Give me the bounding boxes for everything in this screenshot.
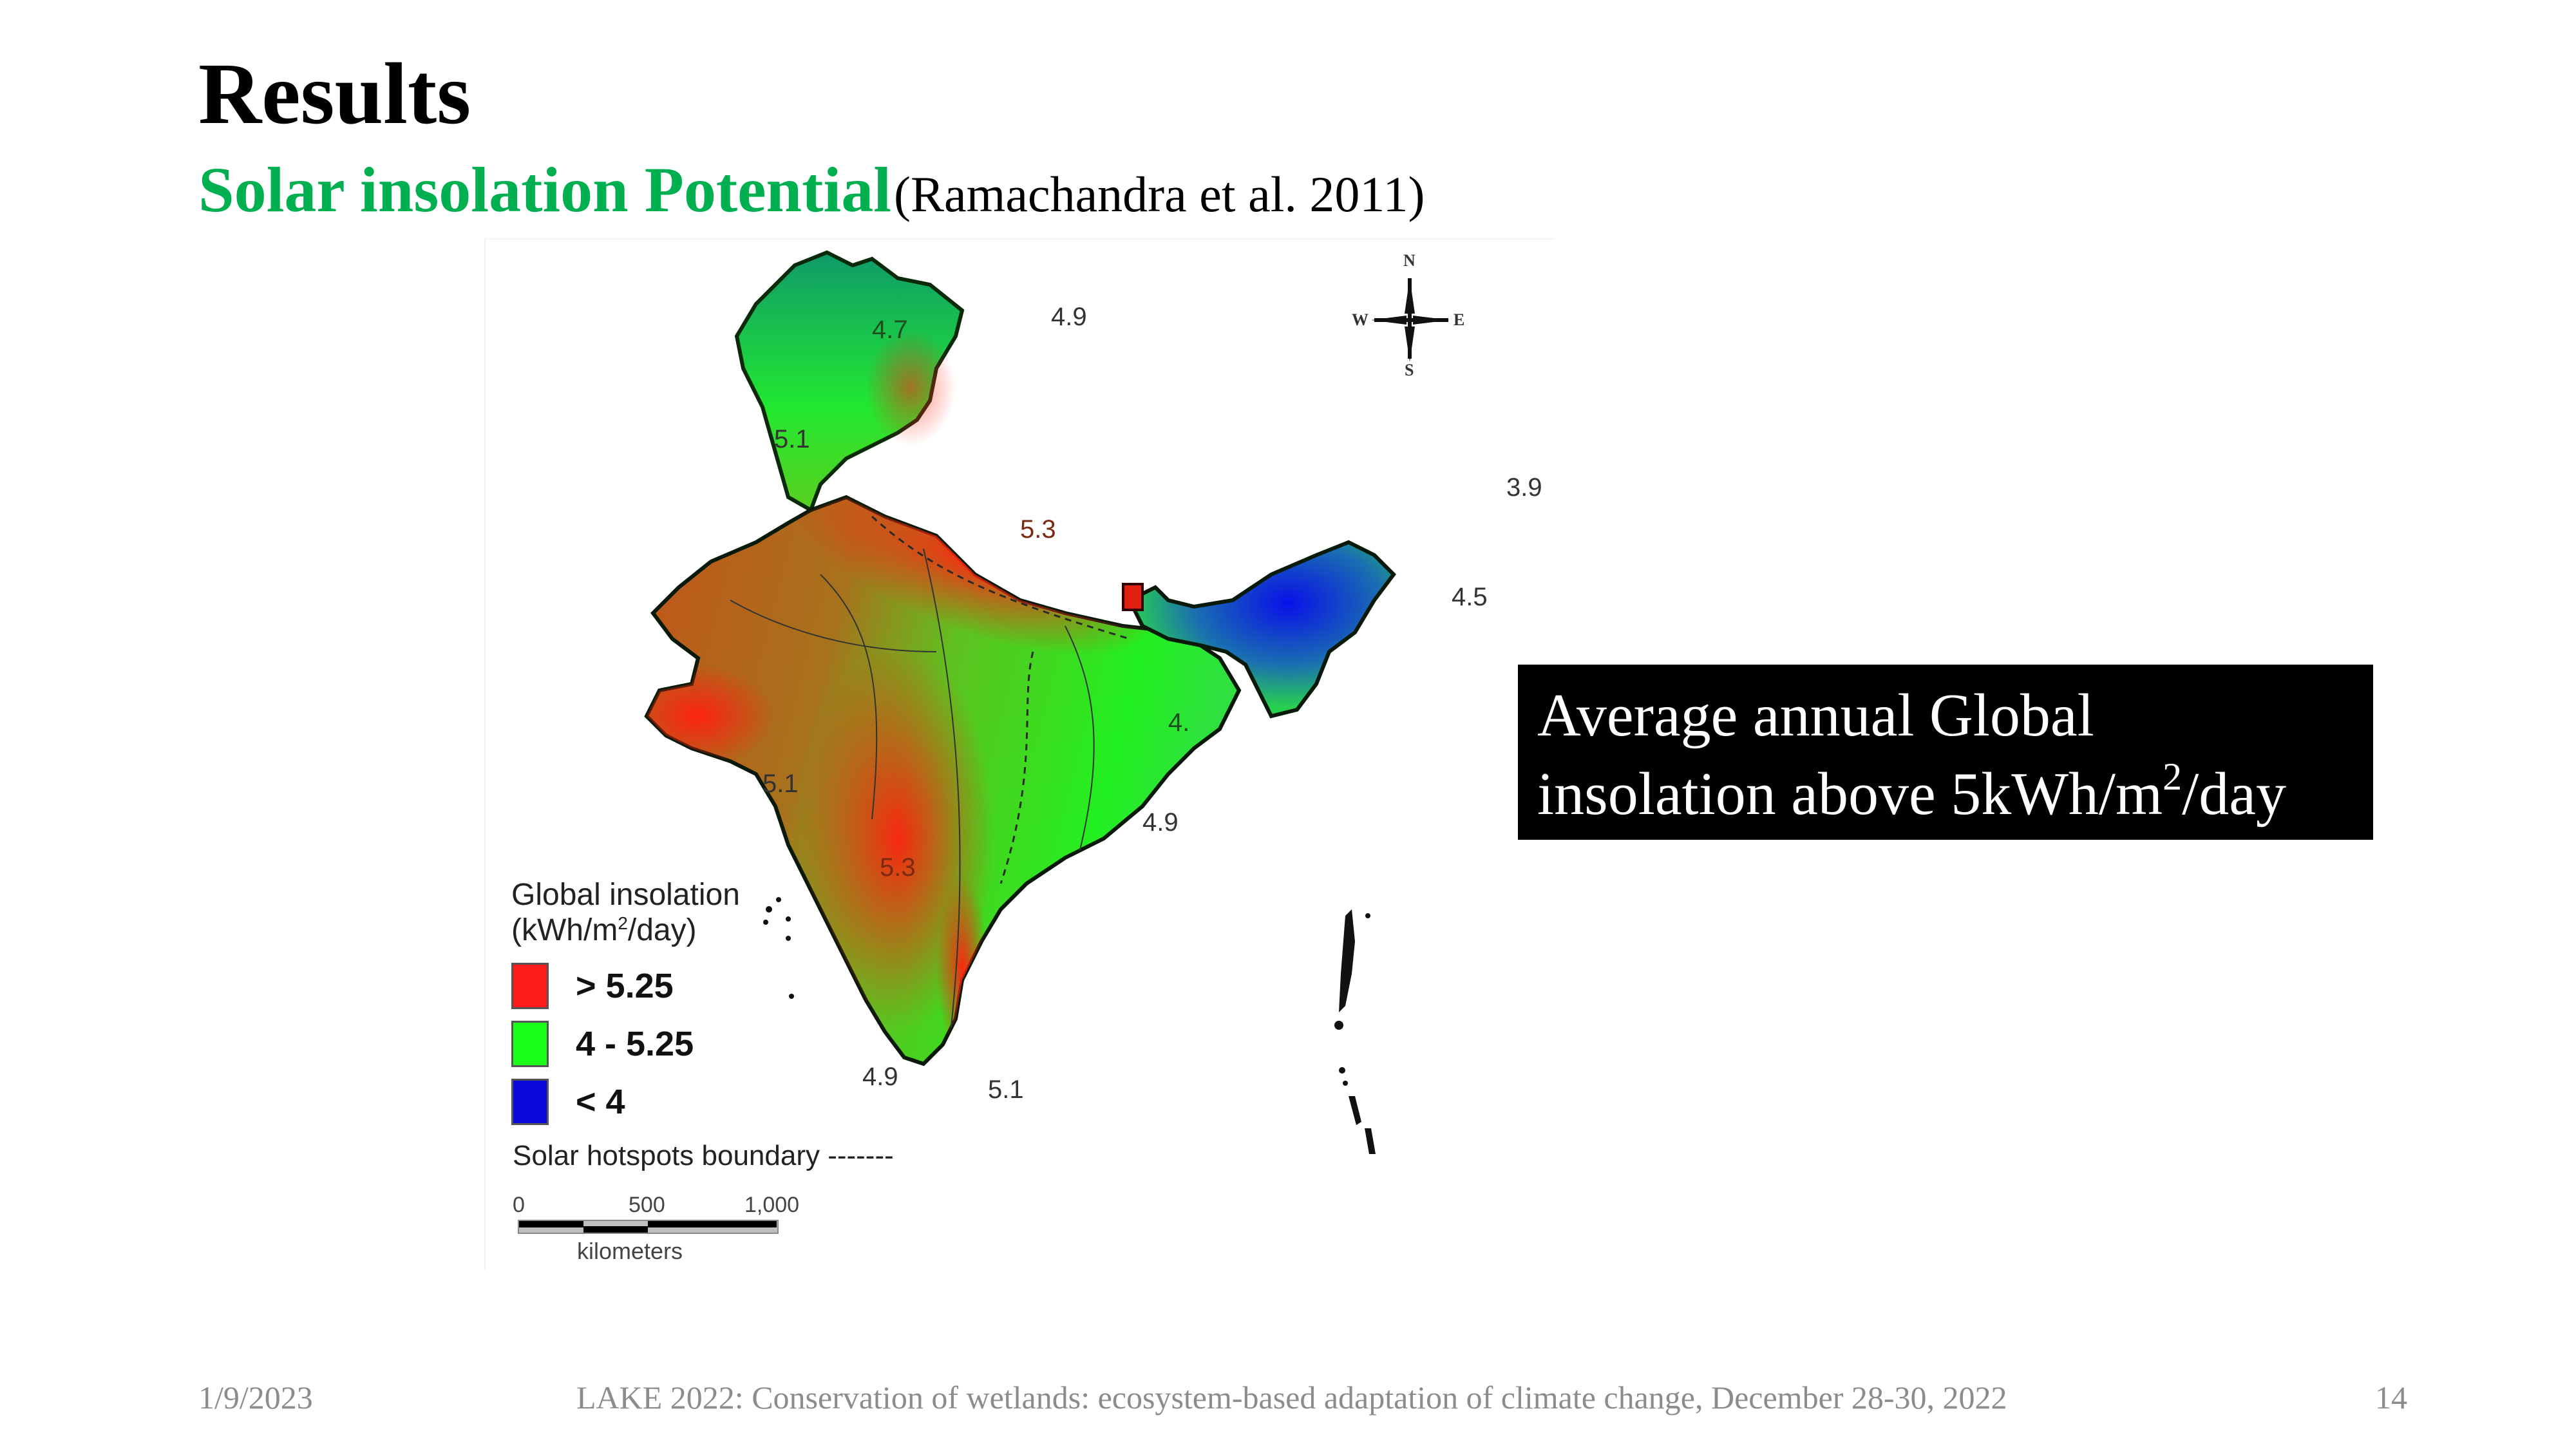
legend-title: Global insolation (511, 878, 740, 912)
legend-label-high: > 5.25 (576, 967, 674, 1006)
contour-label: 4.9 (1051, 303, 1087, 331)
compass-e: E (1454, 310, 1465, 329)
contour-label: 5.3 (880, 853, 916, 882)
compass-n: N (1403, 251, 1416, 270)
contour-label: 5.1 (774, 425, 810, 453)
callout-superscript: 2 (2163, 755, 2183, 798)
legend-item-mid: 4 - 5.25 (511, 1015, 740, 1073)
slide-subtitle: Solar insolation Potential (Ramachandra … (198, 158, 1425, 222)
scale-tick: 500 (629, 1193, 665, 1217)
slide-title: Results (198, 46, 471, 142)
contour-label: 5.1 (762, 770, 799, 798)
contour-label: 4.7 (872, 316, 908, 344)
legend-unit: (kWh/m2/day) (511, 913, 740, 948)
callout-line-2: insolation above 5kWh/m2/day (1537, 755, 2373, 833)
legend-unit-sup: 2 (618, 913, 628, 934)
compass-rose-icon (1371, 278, 1450, 362)
footer-event: LAKE 2022: Conservation of wetlands: eco… (576, 1379, 2007, 1416)
north-arrow-compass: N S W E (1352, 252, 1468, 381)
contour-label: 4.5 (1452, 583, 1488, 611)
callout-line-1: Average annual Global (1537, 682, 2094, 749)
legend-label-mid: 4 - 5.25 (576, 1025, 694, 1064)
insolation-map: 4.7 4.9 5.1 5.3 3.9 4.5 4. 5.1 4.9 5.3 4… (484, 238, 1555, 1270)
compass-w: W (1352, 310, 1368, 329)
legend-unit-suffix: /day) (627, 913, 697, 948)
legend-item-high: > 5.25 (511, 957, 740, 1015)
legend-swatch-high (511, 963, 549, 1010)
callout-line-2-text: insolation above 5kWh/m (1537, 761, 2163, 828)
contour-label: 4.9 (1142, 808, 1179, 837)
legend-item-low: < 4 (511, 1073, 740, 1131)
contour-label: 4.9 (862, 1063, 898, 1091)
scale-unit: kilometers (577, 1238, 683, 1264)
contour-label: 5.3 (1020, 515, 1056, 544)
contour-label: 3.9 (1506, 473, 1542, 502)
contour-label: 5.1 (988, 1075, 1024, 1104)
compass-s: S (1405, 361, 1414, 379)
legend-label-low: < 4 (576, 1083, 625, 1122)
legend-swatch-mid (511, 1021, 549, 1068)
callout-line-2-suffix: /day (2182, 761, 2287, 828)
scale-bar-graphic (518, 1220, 779, 1234)
legend-swatch-low (511, 1079, 549, 1126)
subtitle-highlight: Solar insolation Potential (198, 154, 892, 225)
map-region-north (734, 250, 965, 513)
scale-tick: 1,000 (744, 1193, 800, 1217)
map-region-northeast (1126, 540, 1396, 719)
hotspot-boundary-label: Solar hotspots boundary ------- (513, 1140, 894, 1171)
callout-box: Average annual Global insolation above 5… (1518, 665, 2373, 840)
map-legend: Global insolation (kWh/m2/day) > 5.25 4 … (511, 877, 740, 1131)
scale-tick: 0 (513, 1193, 525, 1217)
footer-date: 1/9/2023 (198, 1379, 313, 1416)
contour-label: 4. (1168, 708, 1190, 737)
legend-unit-prefix: (kWh/m (511, 913, 618, 948)
scale-bar: 0 500 1,000 kilometers (513, 1193, 822, 1264)
slide-number: 14 (2375, 1379, 2407, 1416)
subtitle-citation: (Ramachandra et al. 2011) (894, 166, 1425, 222)
india-map-graphic (644, 250, 1396, 1154)
